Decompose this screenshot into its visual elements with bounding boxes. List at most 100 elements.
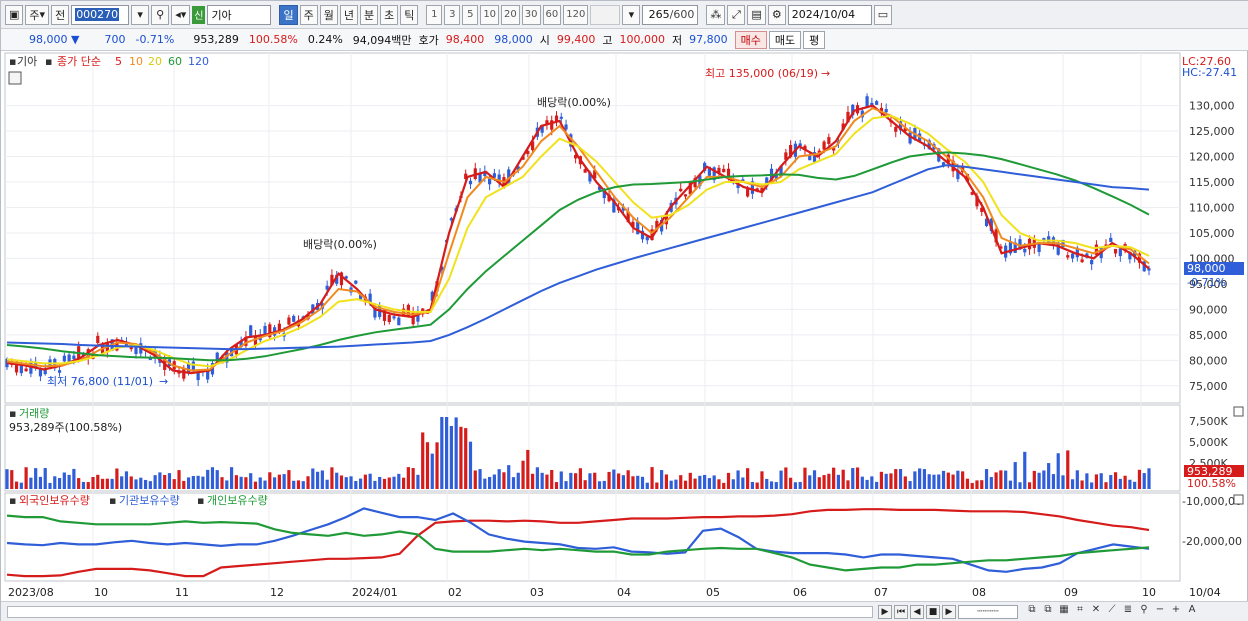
volume-bar	[167, 473, 172, 489]
market-type-select[interactable]: 주 ▾	[25, 4, 50, 25]
layout-icon[interactable]: ▣	[5, 4, 24, 25]
volume-bar	[908, 481, 912, 489]
candle-body	[631, 221, 635, 227]
scroll-play-icon[interactable]: ▶	[878, 605, 892, 619]
turnover: 0.24%	[307, 33, 343, 46]
period-second-tab[interactable]: 초	[380, 4, 399, 25]
interval-5[interactable]: 5	[462, 4, 479, 25]
volume-bar	[210, 467, 215, 489]
volume-bar	[177, 470, 181, 489]
candle-body	[516, 166, 520, 171]
volume-bar	[913, 471, 917, 489]
interval-custom-input[interactable]	[590, 4, 621, 25]
volume-bar	[851, 468, 855, 489]
period-minute-tab[interactable]: 분	[359, 4, 379, 25]
tool-tile-icon[interactable]: ▦	[1059, 604, 1069, 615]
lc-label: LC:27.60	[1182, 55, 1231, 68]
interval-20[interactable]: 20	[501, 4, 520, 25]
buy-button[interactable]: 매수	[734, 30, 767, 49]
save-icon[interactable]: ▤	[747, 4, 766, 25]
y-tick-label: 115,000	[1189, 176, 1235, 189]
tool-line-icon[interactable]: ⟋	[1108, 604, 1116, 615]
volume-bar	[335, 472, 339, 489]
interval-60[interactable]: 60	[542, 4, 562, 25]
sound-icon[interactable]: ◂▾	[171, 4, 191, 25]
period-tick-tab[interactable]: 틱	[400, 4, 419, 25]
chart-area[interactable]: 130,000 125,000 120,000 115,000 110,000 105,0…	[1, 51, 1248, 602]
volume-close-icon[interactable]	[1233, 406, 1244, 417]
candle-body	[707, 166, 712, 176]
tool-zoom-in-icon[interactable]: ⚲	[1140, 604, 1148, 615]
volume-bar	[401, 477, 406, 489]
period-month-tab[interactable]: 월	[319, 4, 338, 25]
volume-bar	[5, 469, 9, 489]
zoom-slider[interactable]: ┄┄┄┄	[958, 605, 1018, 619]
chart-scrollbar[interactable]: ▶ ⏮ ◀ ■ ▶ ┄┄┄┄ ⧉ ⧉ ▦ ⌗ ✕ ⟋ ≣ ⚲ − + A	[1, 601, 1248, 621]
volume-bar	[488, 476, 492, 489]
scroll-track[interactable]	[7, 606, 873, 618]
volume-bar	[24, 467, 28, 489]
volume-bar	[660, 470, 664, 489]
candle-body	[545, 120, 549, 125]
code-dropdown-icon[interactable]: ▾	[131, 4, 150, 25]
volume-bar	[798, 481, 802, 489]
low-annotation: 최저 76,800 (11/01)	[47, 375, 153, 388]
volume-bar	[440, 417, 444, 489]
tool-fib-icon[interactable]: ≣	[1123, 604, 1133, 615]
bar-count-field[interactable]: 265/600	[642, 4, 699, 25]
indicator-icon[interactable]: ⁂	[706, 4, 726, 25]
stock-name-field[interactable]: 기아	[207, 4, 272, 25]
volume-bar	[444, 417, 449, 489]
candle-body	[397, 317, 401, 326]
stock-chart[interactable]: 130,000125,000120,000115,000110,000105,0…	[1, 51, 1248, 602]
interval-3[interactable]: 3	[444, 4, 461, 25]
tool-paste-icon[interactable]: ⧉	[1044, 604, 1052, 615]
period-week-tab[interactable]: 주	[299, 4, 318, 25]
evaluate-button[interactable]: 평	[803, 30, 826, 49]
period-year-tab[interactable]: 년	[339, 4, 358, 25]
candle-body	[186, 362, 191, 373]
interval-1[interactable]: 1	[426, 4, 443, 25]
tool-plus-icon[interactable]: +	[1171, 604, 1181, 615]
period-day-tab[interactable]: 일	[279, 4, 298, 25]
volume-bar	[860, 476, 864, 489]
candle-body	[975, 195, 979, 207]
prev-button[interactable]: 전	[51, 4, 70, 25]
scroll-stop-icon[interactable]: ■	[926, 605, 940, 619]
tool-copy-icon[interactable]: ⧉	[1028, 604, 1036, 615]
interval-30[interactable]: 30	[521, 4, 541, 25]
candle-body	[688, 181, 692, 195]
interval-120[interactable]: 120	[563, 4, 589, 25]
tool-cross-icon[interactable]: ✕	[1091, 604, 1101, 615]
scroll-first-icon[interactable]: ⏮	[894, 605, 908, 619]
scroll-prev-icon[interactable]: ◀	[910, 605, 924, 619]
candle-body	[894, 127, 898, 132]
volume-bar	[875, 481, 879, 489]
volume-bar	[631, 476, 635, 489]
candle-body	[430, 291, 434, 301]
legend-ma-120: 120	[188, 55, 209, 68]
search-icon[interactable]: ⚲	[151, 4, 170, 25]
sell-button[interactable]: 매도	[768, 30, 802, 49]
candle-body	[798, 143, 802, 147]
interval-dropdown-icon[interactable]: ▾	[622, 4, 641, 25]
holding-close-icon[interactable]	[1233, 494, 1244, 505]
volume-bar	[57, 478, 62, 489]
high-annotation: 최고 135,000 (06/19)	[705, 67, 818, 80]
volume-bar	[1109, 475, 1113, 489]
tool-text-icon[interactable]: A	[1188, 604, 1196, 615]
scroll-next-icon[interactable]: ▶	[942, 605, 956, 619]
draw-tool-icon[interactable]: ⤢	[727, 4, 746, 25]
ma-line-60	[6, 151, 1150, 362]
volume-bar	[292, 480, 296, 489]
volume-bar	[77, 478, 81, 489]
date-field[interactable]: 2024/10/04	[787, 4, 872, 25]
volume-ratio: 100.58%	[248, 33, 298, 46]
tool-minus-icon[interactable]: −	[1155, 604, 1165, 615]
calendar-icon[interactable]: ▭	[873, 4, 893, 25]
gear-icon[interactable]: ⚙	[767, 4, 786, 25]
stock-code-input[interactable]: 000270	[71, 4, 130, 25]
interval-10[interactable]: 10	[480, 4, 500, 25]
tool-grid-icon[interactable]: ⌗	[1077, 604, 1083, 615]
table-icon[interactable]	[8, 71, 22, 85]
